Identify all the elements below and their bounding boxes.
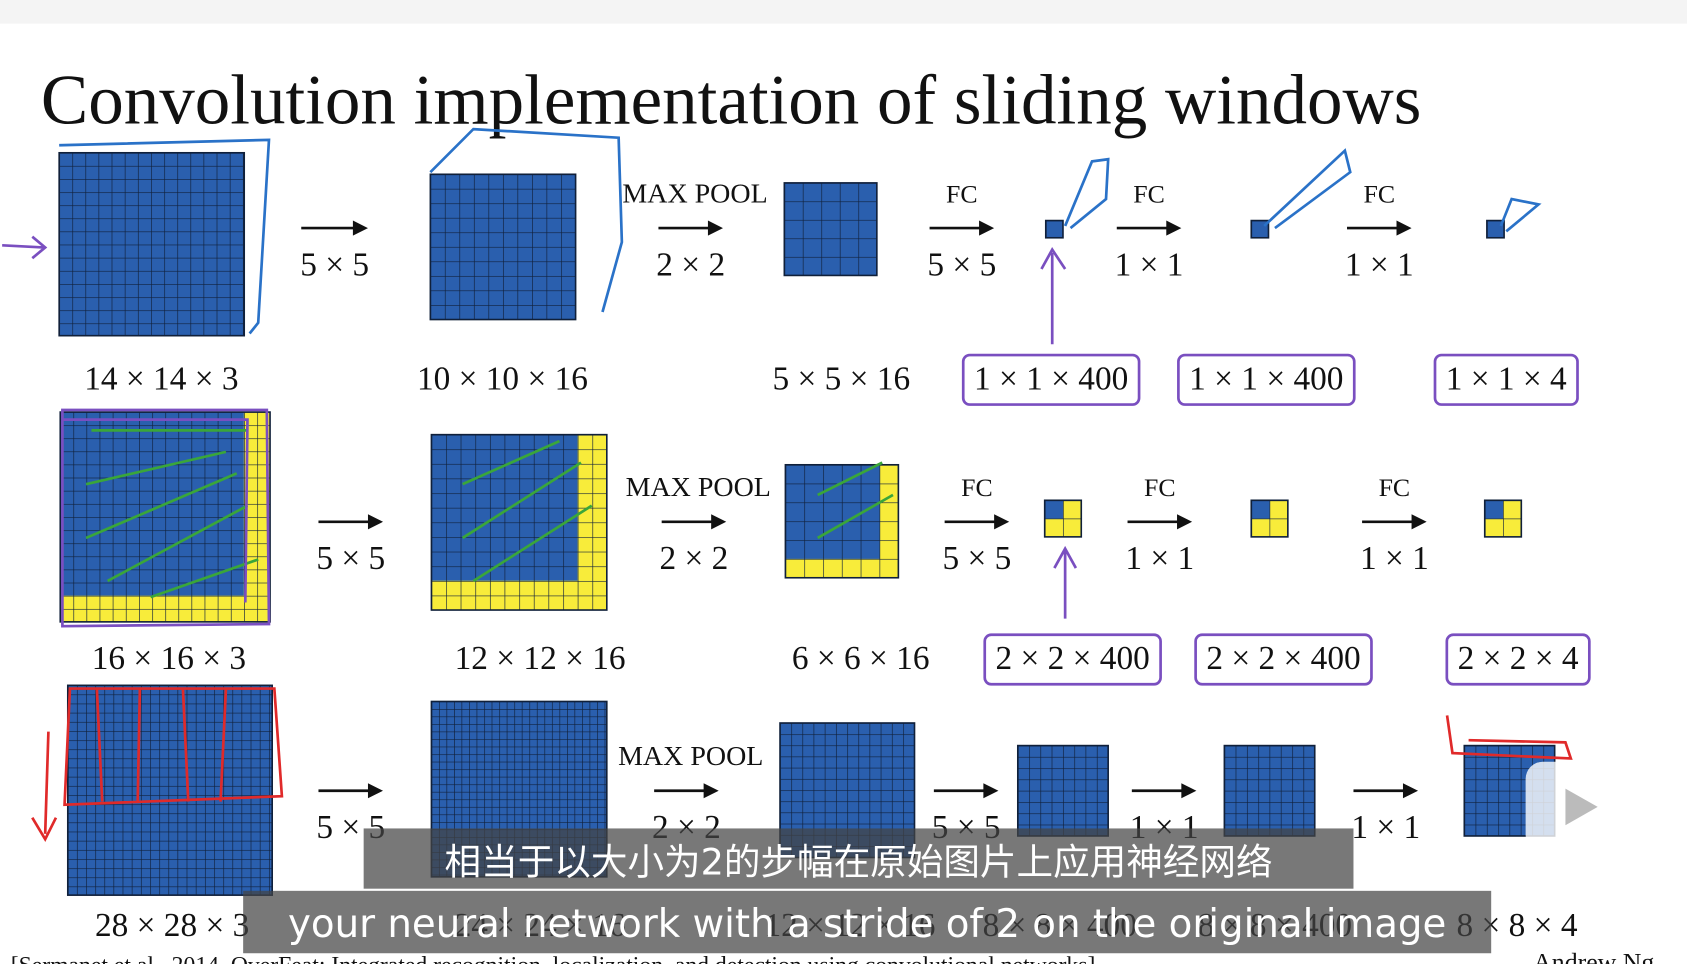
filter-size: 5 × 5 xyxy=(300,246,369,283)
layer-type: FC xyxy=(961,473,993,502)
arrow-head xyxy=(352,220,368,236)
filter-size: 5 × 5 xyxy=(316,540,385,577)
block-grid xyxy=(1486,219,1505,239)
block-grid xyxy=(59,411,271,623)
handwritten-box xyxy=(1194,633,1373,686)
arrow-head xyxy=(979,220,995,236)
arrow-head xyxy=(1166,220,1182,236)
block-grid xyxy=(1483,499,1523,538)
arrow-head xyxy=(1411,514,1427,530)
arrow-head xyxy=(1402,783,1419,799)
handwritten-box xyxy=(1433,353,1579,406)
output-size: 2 × 2 × 400 xyxy=(1206,640,1360,677)
handwritten-box xyxy=(1177,353,1356,406)
layer-type: MAX POOL xyxy=(622,178,767,209)
output-size: 1 × 1 × 400 xyxy=(974,360,1128,397)
input-size: 14 × 14 × 3 xyxy=(84,360,238,397)
filter-size: 5 × 5 xyxy=(942,540,1011,577)
diagram: 14 × 14 × 3 5 × 5 10 × 10 × 16 MAX POOL 2 × … xyxy=(58,151,1591,944)
handwritten-box xyxy=(1445,633,1591,686)
block-grid xyxy=(1044,219,1064,239)
block-grid xyxy=(1250,499,1289,538)
play-icon[interactable] xyxy=(1565,788,1598,826)
layer-type: FC xyxy=(1379,473,1411,502)
arrow-head xyxy=(367,783,384,799)
layer-type: FC xyxy=(1364,179,1396,208)
filter-size: 1 × 1 xyxy=(1345,246,1414,283)
output-size: 5 × 5 × 16 xyxy=(773,360,911,397)
filter-size: 1 × 1 xyxy=(1115,246,1184,283)
arrow-head xyxy=(703,783,719,799)
input-size: 28 × 28 × 3 xyxy=(95,907,249,944)
handwritten-box xyxy=(961,353,1141,406)
layer-type: MAX POOL xyxy=(618,741,763,772)
top-bar xyxy=(0,0,1687,24)
layer-type: FC xyxy=(1133,179,1165,208)
subtitle-bg xyxy=(243,890,1492,954)
arrow-head xyxy=(707,220,723,236)
subtitle-bg xyxy=(363,828,1354,889)
subtitle-zh: 相当于以大小为2的步幅在原始图片上应用神经网络 xyxy=(445,841,1273,884)
layer-type: FC xyxy=(946,179,978,208)
arrow-head xyxy=(994,514,1010,530)
play-button[interactable] xyxy=(1525,761,1634,853)
arrow-head xyxy=(711,514,727,530)
citation: [Sermanet et al., 2014, OverFeat: Integr… xyxy=(11,953,1096,964)
annotations xyxy=(2,127,1573,842)
filter-size: 1 × 1 xyxy=(1125,540,1194,577)
arrow-head xyxy=(1396,220,1412,236)
block-grid xyxy=(1223,744,1316,837)
output-size: 12 × 12 × 16 xyxy=(455,640,626,677)
handwritten-box xyxy=(983,633,1162,686)
input-size: 16 × 16 × 3 xyxy=(92,640,246,677)
slide-title: Convolution implementation of sliding wi… xyxy=(41,62,1422,140)
filter-size: 1 × 1 xyxy=(1360,540,1429,577)
block-grid xyxy=(430,433,608,611)
filter-size: 2 × 2 xyxy=(656,246,725,283)
layer-type: FC xyxy=(1144,473,1176,502)
output-size: 6 × 6 × 16 xyxy=(792,640,930,677)
arrow-head xyxy=(1181,783,1197,799)
output-size: 1 × 1 × 4 xyxy=(1446,360,1567,397)
output-size: 10 × 10 × 16 xyxy=(417,360,588,397)
layer-type: MAX POOL xyxy=(626,472,771,503)
block-grid xyxy=(1043,499,1083,538)
arrow-head xyxy=(367,514,384,530)
output-size: 2 × 2 × 400 xyxy=(996,640,1150,677)
arrow-head xyxy=(983,783,999,799)
block-grid xyxy=(429,173,577,321)
block-grid xyxy=(783,182,878,277)
filter-size: 1 × 1 xyxy=(1351,809,1420,846)
output-size: 1 × 1 × 400 xyxy=(1189,360,1343,397)
output-size: 2 × 2 × 4 xyxy=(1458,640,1579,677)
arrow-head xyxy=(1177,514,1193,530)
filter-size: 5 × 5 xyxy=(927,246,996,283)
filter-size: 2 × 2 xyxy=(660,540,729,577)
block-grid xyxy=(1016,744,1109,837)
block-grid xyxy=(58,151,246,337)
subtitle-en: your neural network with a stride of 2 o… xyxy=(288,902,1446,947)
author: Andrew Ng xyxy=(1533,947,1654,964)
